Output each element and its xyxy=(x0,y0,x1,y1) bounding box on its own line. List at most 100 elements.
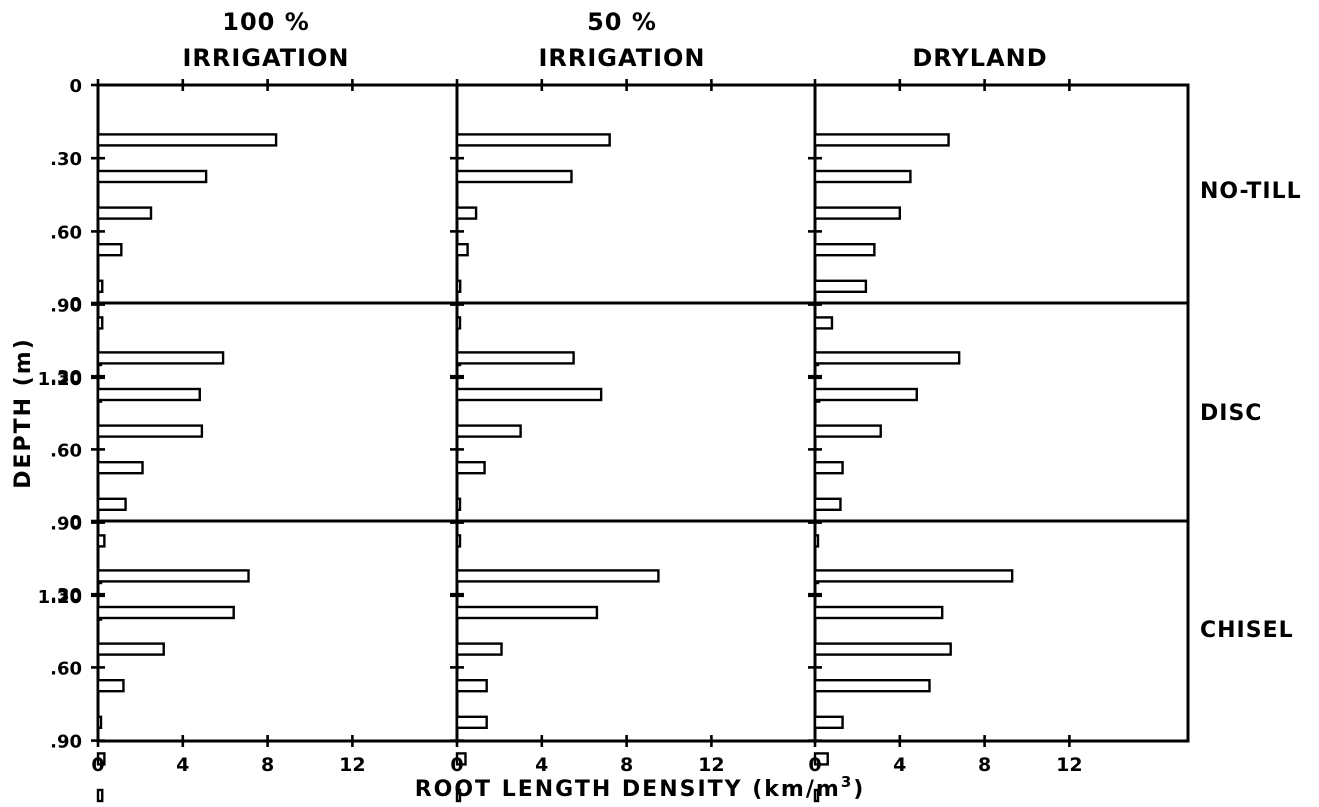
bar xyxy=(455,316,462,330)
bar xyxy=(96,169,208,184)
bar xyxy=(455,715,488,729)
y-tick-label: .60 xyxy=(50,440,82,461)
bar xyxy=(96,133,278,147)
x-tick-label: 12 xyxy=(339,754,365,776)
x-axis-title: ROOT LENGTH DENSITY (km/m3) xyxy=(415,773,866,802)
bar xyxy=(455,206,478,220)
bar xyxy=(455,279,462,293)
bar xyxy=(813,461,844,475)
x-tick-label: 8 xyxy=(261,754,274,776)
y-tick-label: .60 xyxy=(50,658,82,679)
y-tick-label: 0 xyxy=(69,76,82,97)
x-axis-title-main: ROOT LENGTH DENSITY (km/m xyxy=(415,777,841,802)
column-title-line2: DRYLAND xyxy=(912,44,1047,72)
bar xyxy=(96,752,106,766)
bar xyxy=(813,642,952,656)
bar xyxy=(96,788,104,803)
y-tick-label: 1.20 xyxy=(38,587,82,608)
x-tick-label: 12 xyxy=(1056,754,1082,776)
bar xyxy=(813,279,868,293)
bar xyxy=(455,679,488,693)
y-tick-label: .30 xyxy=(50,367,82,388)
bar xyxy=(813,387,918,402)
bars-layer xyxy=(96,133,1014,803)
bar xyxy=(813,569,1014,583)
bar xyxy=(455,242,469,257)
ticks-layer xyxy=(91,79,1071,747)
bar xyxy=(813,351,961,365)
bar xyxy=(455,752,467,766)
x-tick-label: 4 xyxy=(176,754,189,776)
column-title-line1: 50 % xyxy=(587,8,657,36)
column-title-line1: 100 % xyxy=(222,8,310,36)
y-axis-title: DEPTH (m) xyxy=(11,337,36,489)
row-title: NO-TILL xyxy=(1200,179,1302,204)
bar xyxy=(455,642,503,656)
x-tick-label: 12 xyxy=(698,754,724,776)
bar xyxy=(455,133,611,147)
bar xyxy=(813,316,834,330)
bar xyxy=(813,242,876,257)
bar xyxy=(813,715,844,729)
row-title: CHISEL xyxy=(1200,618,1294,643)
bar xyxy=(96,206,153,220)
x-tick-label: 0 xyxy=(91,754,104,776)
y-tick-label: .90 xyxy=(50,732,82,753)
y-tick-label: .60 xyxy=(50,222,82,243)
bar xyxy=(455,605,599,620)
panel-frames xyxy=(96,83,1190,743)
bar xyxy=(813,169,912,184)
bar xyxy=(813,534,820,548)
bar xyxy=(813,752,829,766)
bar xyxy=(96,497,127,511)
bar xyxy=(96,387,201,402)
x-tick-label: 0 xyxy=(450,754,463,776)
bar xyxy=(813,206,902,220)
bar xyxy=(96,242,123,257)
bar xyxy=(813,133,950,147)
y-tick-label: 1.20 xyxy=(38,369,82,390)
x-tick-label: 0 xyxy=(808,754,821,776)
bar xyxy=(455,424,522,438)
bar xyxy=(455,788,462,803)
bar xyxy=(96,424,204,438)
row-title: DISC xyxy=(1200,401,1262,426)
column-title-line2: IRRIGATION xyxy=(182,44,349,72)
bar xyxy=(96,316,104,330)
bar xyxy=(96,642,165,656)
y-tick-label: 1.20 xyxy=(38,805,82,807)
bar xyxy=(455,569,660,583)
bar xyxy=(813,605,944,620)
bar xyxy=(813,788,820,803)
bar xyxy=(455,461,486,475)
bar xyxy=(96,351,225,365)
bar xyxy=(455,497,462,511)
x-tick-label: 8 xyxy=(620,754,633,776)
y-tick-label: 0 xyxy=(69,294,82,315)
bar xyxy=(96,461,144,475)
bar xyxy=(96,279,104,293)
bar xyxy=(96,534,106,548)
labels-layer: 0 4 8 12 0 4 8 12 0 4 8 12 0 .30 .60 .90 1.20 0 .30 .60 .90 1… xyxy=(11,8,1302,807)
bar xyxy=(96,569,250,583)
x-tick-label: 4 xyxy=(535,754,548,776)
outer-frame xyxy=(96,83,1190,743)
bar xyxy=(96,679,125,693)
x-axis-title-superscript: 3 xyxy=(841,773,853,791)
y-tick-label: 0 xyxy=(69,512,82,533)
bar xyxy=(813,679,931,693)
bar xyxy=(813,424,882,438)
bar xyxy=(813,497,842,511)
y-tick-label: .90 xyxy=(50,296,82,317)
bar xyxy=(455,387,603,402)
bar xyxy=(455,351,575,365)
bar xyxy=(96,715,103,729)
bar xyxy=(455,169,573,184)
bar xyxy=(455,534,462,548)
y-tick-label: .30 xyxy=(50,585,82,606)
column-title-line2: IRRIGATION xyxy=(538,44,705,72)
x-tick-label: 4 xyxy=(893,754,906,776)
x-tick-label: 8 xyxy=(978,754,991,776)
y-tick-label: .30 xyxy=(50,149,82,170)
